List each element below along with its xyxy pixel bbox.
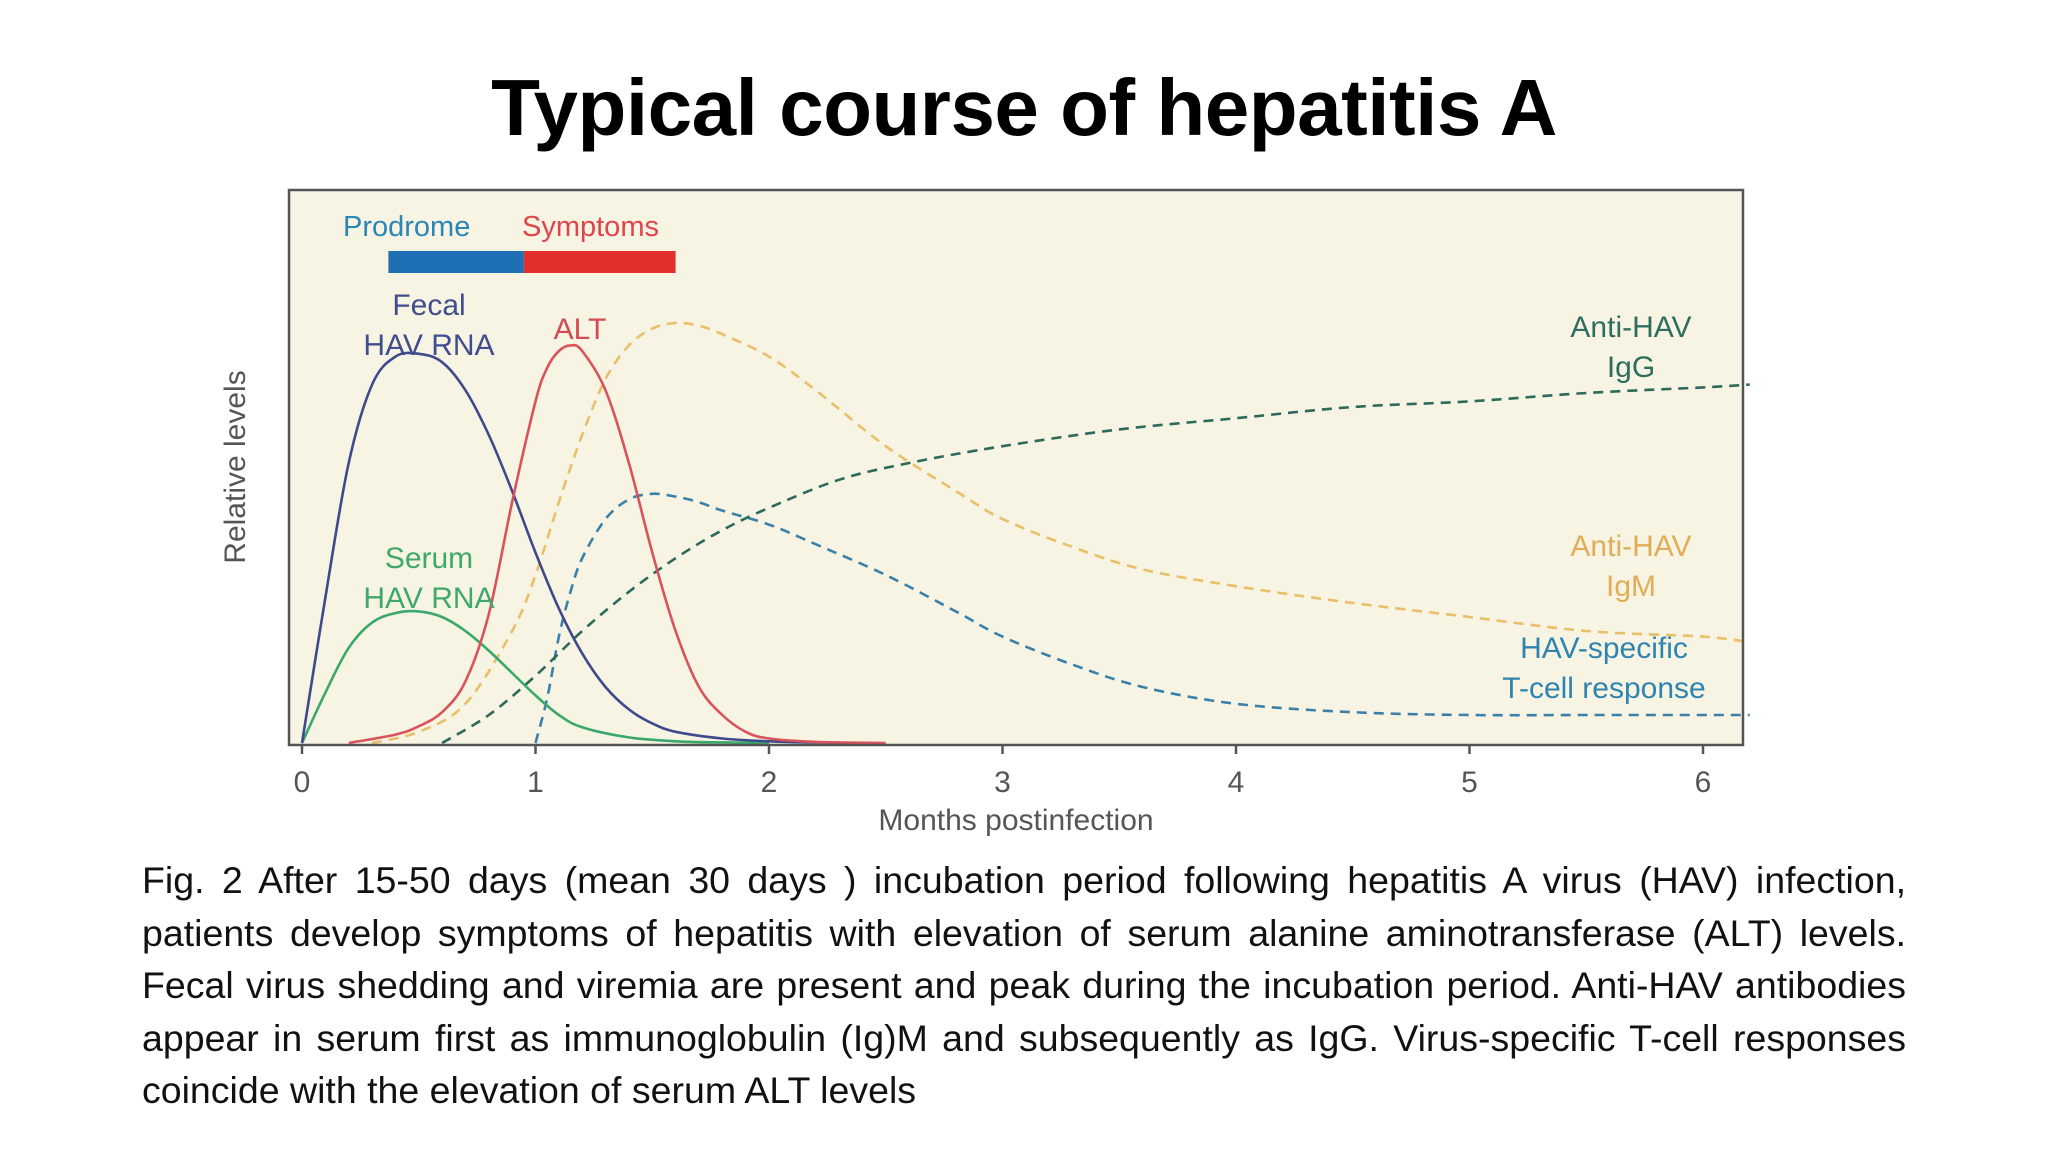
series-label-hav-specific-t-cell-response-line-1: HAV-specific: [1520, 632, 1688, 665]
series-line-serum-hav-rna: [300, 609, 770, 745]
series-lines: [300, 321, 1750, 745]
plot-area: [289, 190, 1743, 745]
series-label-anti-hav-igm-line-2: IgM: [1606, 570, 1656, 603]
x-axis: 0 1 2 3 4 5 6: [294, 745, 1712, 799]
x-axis-title: Months postinfection: [878, 804, 1153, 837]
figure-caption: Fig. 2 After 15-50 days (mean 30 days ) …: [142, 859, 1906, 1111]
y-axis-title: Relative levels: [219, 370, 252, 563]
series-label-anti-hav-igm-line-1: Anti-HAV: [1570, 530, 1691, 563]
series-label-hav-specific-t-cell-response-line-2: T-cell response: [1502, 672, 1705, 705]
slide-title: Typical course of hepatitis A: [491, 63, 1557, 152]
phase-label-symptoms: Symptoms: [522, 211, 659, 243]
plot-frame: [287, 188, 1745, 747]
phase-bars: Prodrome Symptoms: [343, 211, 676, 273]
series-line-alt: [348, 343, 886, 745]
series-line-fecal-hav-rna: [300, 351, 863, 745]
series-labels: Fecal HAV RNA Serum HAV RNA ALT Anti-HAV IgM HA…: [363, 289, 1705, 705]
series-label-fecal-hav-rna-line-1: Fecal: [392, 289, 465, 322]
series-label-serum-hav-rna-line-2: HAV RNA: [363, 582, 494, 615]
phase-bar-symptoms: [523, 251, 676, 273]
x-tick-label-2: 2: [761, 766, 778, 799]
phase-label-prodrome: Prodrome: [343, 211, 470, 243]
x-tick-label-1: 1: [527, 766, 544, 799]
x-tick-label-3: 3: [994, 766, 1011, 799]
series-label-fecal-hav-rna-line-2: HAV RNA: [363, 329, 494, 362]
series-line-anti-hav-igg: [441, 383, 1750, 745]
series-label-serum-hav-rna-line-1: Serum: [385, 542, 473, 575]
series-line-anti-hav-igm: [371, 321, 1750, 745]
x-tick-label-5: 5: [1461, 766, 1478, 799]
series-label-alt-line-1: ALT: [554, 313, 607, 346]
series-line-hav-specific-t-cell-response: [534, 492, 1750, 744]
phase-bar-prodrome: [388, 251, 524, 273]
series-label-anti-hav-igg-line-2: IgG: [1607, 351, 1655, 384]
series-label-anti-hav-igg-line-1: Anti-HAV: [1570, 311, 1691, 344]
x-tick-label-0: 0: [294, 766, 311, 799]
x-tick-label-4: 4: [1228, 766, 1245, 799]
x-tick-label-6: 6: [1695, 766, 1712, 799]
